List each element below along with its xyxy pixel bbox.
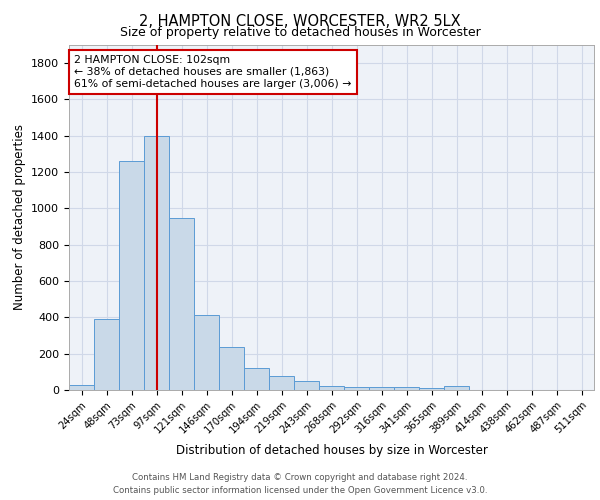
Bar	[144, 136, 169, 390]
Bar	[419, 388, 444, 390]
Bar	[394, 388, 419, 390]
Bar	[169, 218, 194, 390]
Text: Size of property relative to detached houses in Worcester: Size of property relative to detached ho…	[119, 26, 481, 39]
Bar	[244, 368, 269, 390]
Text: 2 HAMPTON CLOSE: 102sqm
← 38% of detached houses are smaller (1,863)
61% of semi: 2 HAMPTON CLOSE: 102sqm ← 38% of detache…	[74, 56, 352, 88]
Bar	[319, 386, 344, 390]
Bar	[269, 376, 294, 390]
Text: Contains HM Land Registry data © Crown copyright and database right 2024.
Contai: Contains HM Land Registry data © Crown c…	[113, 474, 487, 495]
Text: 2, HAMPTON CLOSE, WORCESTER, WR2 5LX: 2, HAMPTON CLOSE, WORCESTER, WR2 5LX	[139, 14, 461, 29]
Bar	[344, 388, 369, 390]
Bar	[294, 381, 319, 390]
Bar	[444, 386, 469, 390]
Bar	[369, 388, 394, 390]
Bar	[69, 384, 94, 390]
Bar	[94, 319, 119, 390]
Bar	[194, 314, 219, 390]
Bar	[219, 348, 244, 390]
X-axis label: Distribution of detached houses by size in Worcester: Distribution of detached houses by size …	[176, 444, 487, 456]
Bar	[119, 161, 144, 390]
Y-axis label: Number of detached properties: Number of detached properties	[13, 124, 26, 310]
